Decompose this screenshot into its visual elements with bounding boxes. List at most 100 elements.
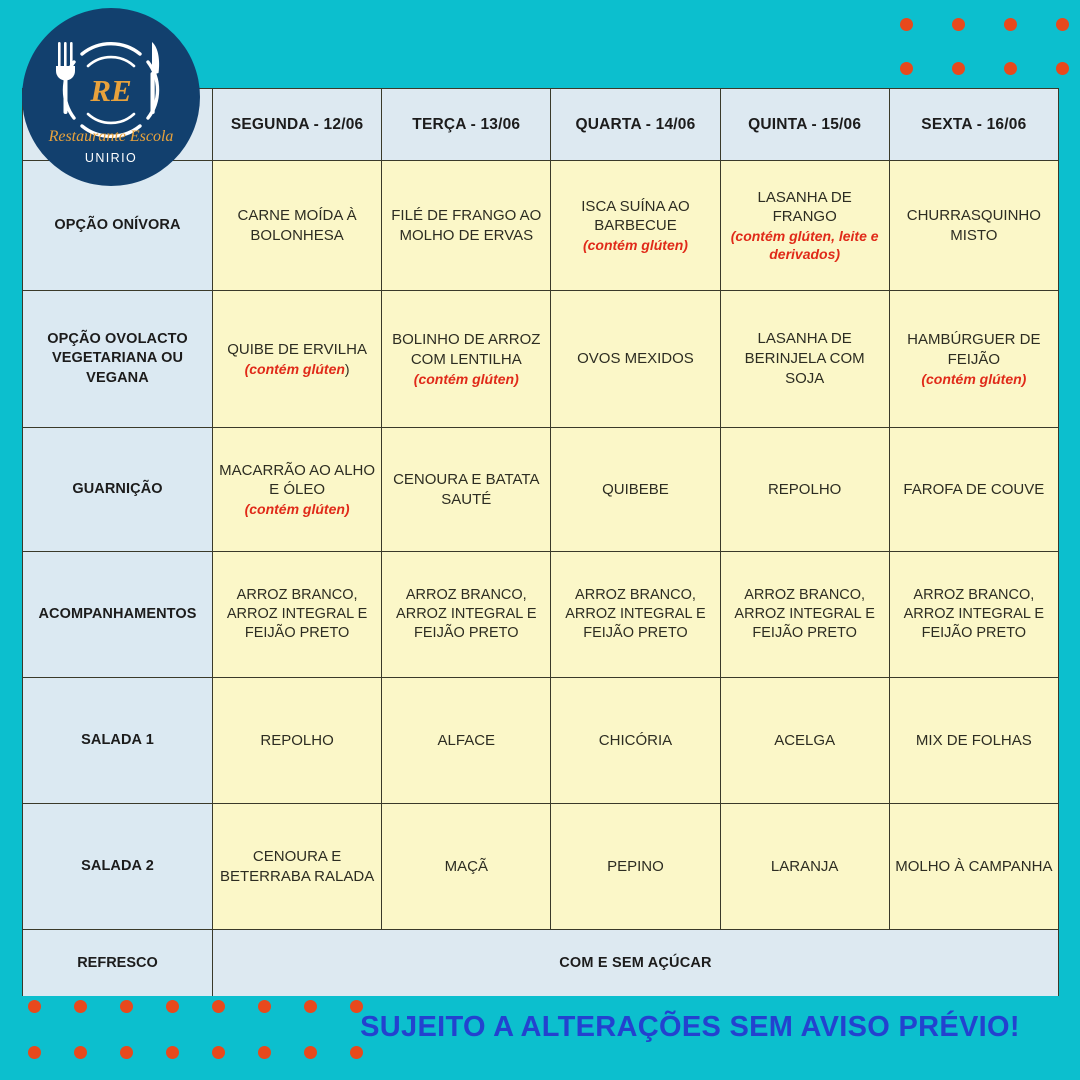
day-header-segunda: SEGUNDA - 12/06 <box>211 88 383 161</box>
dish-name: MOLHO À CAMPANHA <box>895 857 1053 875</box>
allergen-note: (contém glúten) <box>218 360 376 378</box>
menu-cell: FILÉ DE FRANGO AO MOLHO DE ERVAS <box>381 160 552 291</box>
table-row-salada-1: SALADA 1 REPOLHO ALFACE CHICÓRIA ACELGA … <box>22 677 1059 804</box>
row-label-onivora: OPÇÃO ONÍVORA <box>22 160 213 291</box>
logo-institution: UNIRIO <box>85 151 137 165</box>
footer-disclaimer: SUJEITO A ALTERAÇÕES SEM AVISO PRÉVIO! <box>360 1011 1020 1043</box>
menu-cell: CARNE MOÍDA À BOLONHESA <box>211 160 383 291</box>
decorative-dot <box>120 1046 133 1059</box>
decorative-dot <box>258 1046 271 1059</box>
row-label-vegetariana: OPÇÃO OVOLACTO VEGETARIANA OU VEGANA <box>22 290 213 428</box>
dish-name: ARROZ BRANCO, ARROZ INTEGRAL E FEIJÃO PR… <box>734 586 875 642</box>
menu-cell: ARROZ BRANCO, ARROZ INTEGRAL E FEIJÃO PR… <box>719 551 890 678</box>
menu-cell: LASANHA DE FRANGO (contém glúten, leite … <box>719 160 890 291</box>
menu-cell: ARROZ BRANCO, ARROZ INTEGRAL E FEIJÃO PR… <box>888 551 1059 678</box>
footer-band <box>0 996 1080 1080</box>
plate-inner-ring-icon <box>86 55 136 125</box>
decorative-dot <box>1056 18 1069 31</box>
menu-cell: OVOS MEXIDOS <box>550 290 721 428</box>
table-row-guarnicao: GUARNIÇÃO MACARRÃO AO ALHO E ÓLEO (conté… <box>22 427 1059 552</box>
day-header-quarta: QUARTA - 14/06 <box>550 88 721 161</box>
menu-cell: CENOURA E BATATA SAUTÉ <box>381 427 552 552</box>
dish-name: LARANJA <box>770 857 839 875</box>
row-label-refresco: REFRESCO <box>22 929 213 997</box>
menu-cell: REPOLHO <box>719 427 890 552</box>
decorative-dot <box>28 1046 41 1059</box>
dish-name: MAÇÃ <box>444 857 488 875</box>
allergen-note-text: (contém glúten <box>244 360 345 377</box>
day-header-sexta: SEXTA - 16/06 <box>888 88 1059 161</box>
decorative-dot <box>1056 62 1069 75</box>
weekly-menu-table: SEGUNDA - 12/06 TERÇA - 13/06 QUARTA - 1… <box>22 88 1059 997</box>
menu-cell: ARROZ BRANCO, ARROZ INTEGRAL E FEIJÃO PR… <box>381 551 552 678</box>
decorative-dot <box>304 1000 317 1013</box>
menu-cell: ARROZ BRANCO, ARROZ INTEGRAL E FEIJÃO PR… <box>550 551 721 678</box>
menu-cell: REPOLHO <box>211 677 383 804</box>
menu-cell: ARROZ BRANCO, ARROZ INTEGRAL E FEIJÃO PR… <box>211 551 383 678</box>
dish-name: MACARRÃO AO ALHO E ÓLEO <box>219 461 376 499</box>
menu-cell: MAÇÃ <box>381 803 552 930</box>
table-row-vegetariana: OPÇÃO OVOLACTO VEGETARIANA OU VEGANA QUI… <box>22 290 1059 428</box>
decorative-dot <box>900 62 913 75</box>
dish-name: CHURRASQUINHO MISTO <box>906 206 1041 244</box>
fork-icon <box>56 42 75 114</box>
knife-icon <box>150 42 160 114</box>
logo-monogram: RE <box>89 73 131 108</box>
allergen-note: (contém glúten) <box>582 237 688 254</box>
dish-name: ISCA SUÍNA AO BARBECUE <box>581 197 690 235</box>
decorative-dot <box>1004 62 1017 75</box>
dish-name: ARROZ BRANCO, ARROZ INTEGRAL E FEIJÃO PR… <box>226 586 368 642</box>
dish-name: ARROZ BRANCO, ARROZ INTEGRAL E FEIJÃO PR… <box>565 586 706 642</box>
menu-cell: QUIBE DE ERVILHA (contém glúten) <box>211 290 383 428</box>
decorative-dot <box>258 1000 271 1013</box>
decorative-dots-top-right <box>900 18 1080 106</box>
dish-name: BOLINHO DE ARROZ COM LENTILHA <box>392 331 541 368</box>
dish-name: PEPINO <box>607 857 664 875</box>
menu-cell: CHURRASQUINHO MISTO <box>888 160 1059 291</box>
decorative-dot <box>900 18 913 31</box>
decorative-dot <box>952 62 965 75</box>
dish-name: HAMBÚRGUER DE FEIJÃO <box>907 331 1041 368</box>
allergen-note: (contém glúten) <box>921 370 1027 387</box>
menu-cell: LARANJA <box>719 803 890 930</box>
menu-cell: LASANHA DE BERINJELA COM SOJA <box>719 290 890 428</box>
menu-cell: CENOURA E BETERRABA RALADA <box>211 803 383 930</box>
table-row-salada-2: SALADA 2 CENOURA E BETERRABA RALADA MAÇÃ… <box>22 803 1059 930</box>
decorative-dot <box>1004 18 1017 31</box>
decorative-dot <box>304 1046 317 1059</box>
dish-name: ARROZ BRANCO, ARROZ INTEGRAL E FEIJÃO PR… <box>903 586 1045 642</box>
menu-cell: FAROFA DE COUVE <box>888 427 1059 552</box>
decorative-dot <box>212 1046 225 1059</box>
decorative-dot <box>952 18 965 31</box>
menu-cell: MOLHO À CAMPANHA <box>888 803 1059 930</box>
day-header-quinta: QUINTA - 15/06 <box>719 88 890 161</box>
decorative-dot <box>74 1046 87 1059</box>
decorative-dot <box>212 1000 225 1013</box>
row-label-salada-2: SALADA 2 <box>22 803 213 930</box>
menu-cell: ACELGA <box>719 677 890 804</box>
allergen-note: (contém glúten, leite e derivados) <box>730 228 879 263</box>
row-label-guarnicao: GUARNIÇÃO <box>22 427 213 552</box>
dish-name: CARNE MOÍDA À BOLONHESA <box>237 206 357 244</box>
allergen-note-tail: ) <box>344 360 350 377</box>
logo-name: Restaurante Escola <box>48 128 174 145</box>
decorative-dots-bottom-left <box>28 1000 396 1080</box>
menu-cell: QUIBEBE <box>550 427 721 552</box>
menu-cell: MACARRÃO AO ALHO E ÓLEO (contém glúten) <box>211 427 383 552</box>
menu-cell: ISCA SUÍNA AO BARBECUE (contém glúten) <box>550 160 721 291</box>
dish-name: CENOURA E BETERRABA RALADA <box>219 847 375 885</box>
refresco-value: COM E SEM AÇÚCAR <box>212 929 1059 997</box>
table-row-acompanhamentos: ACOMPANHAMENTOS ARROZ BRANCO, ARROZ INTE… <box>22 551 1059 678</box>
decorative-dot <box>74 1000 87 1013</box>
dish-name: OVOS MEXIDOS <box>577 350 694 368</box>
allergen-note: (contém glúten) <box>244 501 350 518</box>
menu-cell: MIX DE FOLHAS <box>888 677 1059 804</box>
decorative-dot <box>350 1046 363 1059</box>
dish-name: ALFACE <box>437 731 496 749</box>
dish-name: LASANHA DE FRANGO <box>757 188 852 226</box>
dish-name: CHICÓRIA <box>598 731 673 749</box>
dish-name: CENOURA E BATATA SAUTÉ <box>393 470 540 508</box>
menu-cell: CHICÓRIA <box>550 677 721 804</box>
dish-name: MIX DE FOLHAS <box>915 731 1032 749</box>
dish-name: REPOLHO <box>767 480 842 498</box>
